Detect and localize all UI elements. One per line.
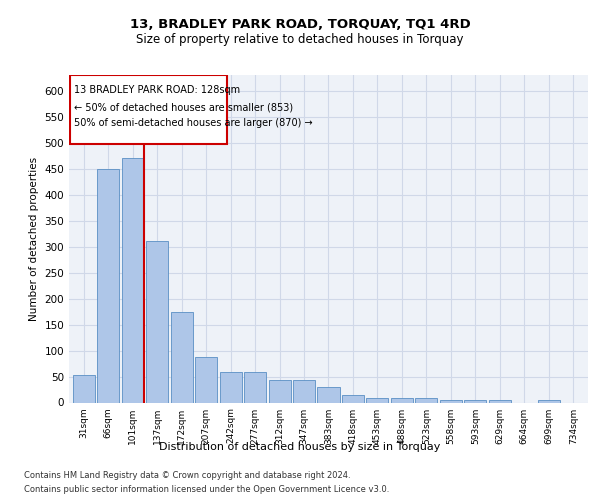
Text: ← 50% of detached houses are smaller (853): ← 50% of detached houses are smaller (85… — [74, 102, 293, 112]
Bar — [244, 372, 266, 402]
Bar — [170, 312, 193, 402]
Bar — [440, 400, 462, 402]
Text: 13 BRADLEY PARK ROAD: 128sqm: 13 BRADLEY PARK ROAD: 128sqm — [74, 86, 240, 96]
Bar — [391, 398, 413, 402]
Bar — [195, 358, 217, 403]
Y-axis label: Number of detached properties: Number of detached properties — [29, 156, 39, 321]
Bar — [342, 394, 364, 402]
Bar — [317, 387, 340, 402]
Bar — [367, 398, 388, 402]
Bar — [269, 380, 290, 402]
Bar — [146, 242, 168, 402]
Bar — [70, 75, 227, 144]
Text: Size of property relative to detached houses in Torquay: Size of property relative to detached ho… — [136, 32, 464, 46]
Bar — [122, 158, 143, 402]
Bar — [415, 398, 437, 402]
Bar — [489, 400, 511, 402]
Bar — [220, 372, 242, 402]
Text: Contains HM Land Registry data © Crown copyright and database right 2024.: Contains HM Land Registry data © Crown c… — [24, 471, 350, 480]
Text: 50% of semi-detached houses are larger (870) →: 50% of semi-detached houses are larger (… — [74, 118, 313, 128]
Bar — [97, 168, 119, 402]
Text: Distribution of detached houses by size in Torquay: Distribution of detached houses by size … — [160, 442, 440, 452]
Text: 13, BRADLEY PARK ROAD, TORQUAY, TQ1 4RD: 13, BRADLEY PARK ROAD, TORQUAY, TQ1 4RD — [130, 18, 470, 30]
Text: Contains public sector information licensed under the Open Government Licence v3: Contains public sector information licen… — [24, 485, 389, 494]
Bar — [464, 400, 487, 402]
Bar — [293, 380, 315, 402]
Bar — [73, 375, 95, 402]
Bar — [538, 400, 560, 402]
